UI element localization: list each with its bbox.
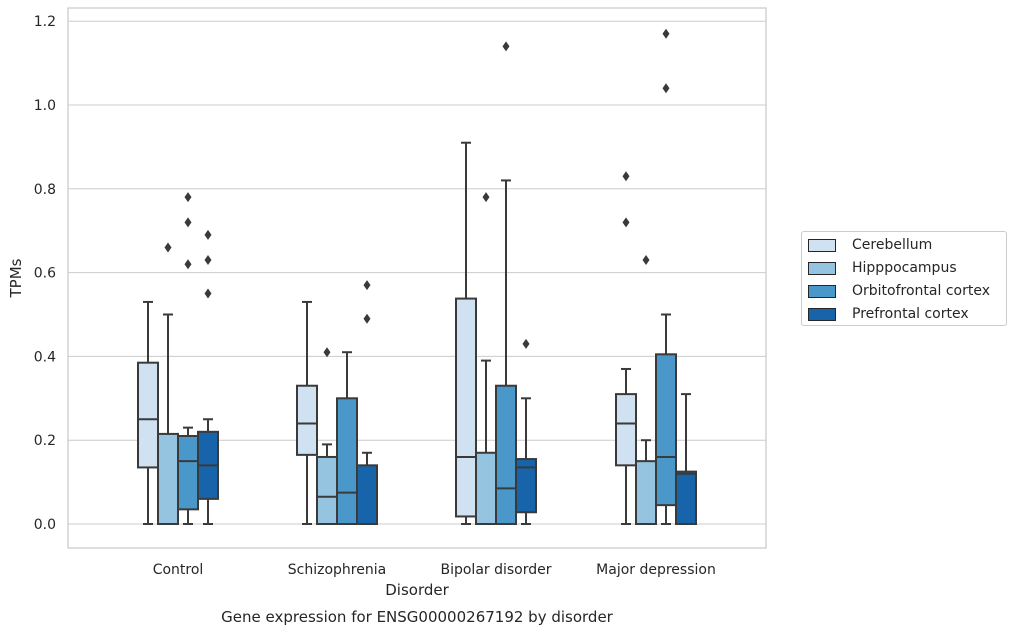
outlier-point [502,41,510,52]
box-body [635,460,657,525]
box-body [316,455,338,525]
legend-swatch-orbitofrontal-cortex [808,284,836,298]
box-cerebellum-control [137,300,159,525]
outlier-point [164,242,172,253]
outlier-point [323,347,331,358]
box-body [675,470,697,525]
y-tick-label: 1.0 [34,98,56,114]
box-body [157,432,179,526]
y-tick-label: 0.4 [34,349,56,365]
box-cerebellum-bipolar-disorder [455,141,477,525]
box-prefrontal-cortex-control [197,229,219,525]
outlier-point [204,288,212,299]
outlier-point [184,259,192,270]
box-body [336,397,358,525]
x-tick-labels: Control Schizophrenia Bipolar disorder Majo… [153,562,716,578]
box-body [515,458,537,514]
box-cerebellum-schizophrenia [296,300,318,525]
box-hipppocampus-schizophrenia [316,347,338,525]
box-body [615,393,637,467]
box-prefrontal-cortex-bipolar-disorder [515,338,537,525]
box-hipppocampus-control [157,242,179,526]
y-tick-label: 0.8 [34,182,56,198]
legend-label-hippocampus: Hipppocampus [852,260,957,276]
outlier-point [642,255,650,266]
legend-item-orbitofrontal-cortex: Orbitofrontal cortex [808,281,990,301]
outlier-point [662,83,670,94]
outlier-point [622,217,630,228]
legend-label-cerebellum: Cerebellum [852,237,933,253]
legend-swatch-cerebellum [808,238,836,252]
box-body [455,297,477,518]
box-body [475,451,497,525]
outlier-point [662,28,670,39]
y-axis-label: TPMs [7,258,25,298]
box-hipppocampus-bipolar-disorder [475,192,497,525]
box-body [296,384,318,456]
box-cerebellum-major-depression [615,171,637,525]
x-axis-label: Disorder [385,581,449,599]
y-tick-labels: 0.0 0.2 0.4 0.6 0.8 1.0 1.2 [34,14,56,533]
outlier-point [622,171,630,182]
plot-frame [67,7,767,549]
y-tick-label: 0.2 [34,433,56,449]
outlier-point [482,192,490,203]
outlier-point [363,313,371,324]
box-body [495,384,517,526]
box-orbitofrontal-cortex-schizophrenia [336,351,358,525]
box-body [177,435,199,511]
legend-label-prefrontal-cortex: Prefrontal cortex [852,306,969,322]
legend-item-cerebellum: Cerebellum [808,235,932,255]
box-orbitofrontal-cortex-bipolar-disorder [495,41,517,526]
box-body [356,464,378,525]
chart-title: Gene expression for ENSG00000267192 by d… [221,608,614,626]
boxes [137,28,697,526]
legend-item-prefrontal-cortex: Prefrontal cortex [808,304,969,324]
box-body [137,361,159,469]
x-tick-label: Control [153,562,204,578]
outlier-point [204,229,212,240]
box-body [655,353,677,507]
box-prefrontal-cortex-schizophrenia [356,280,378,525]
box-orbitofrontal-cortex-major-depression [655,28,677,525]
box-orbitofrontal-cortex-control [177,192,199,525]
y-tick-label: 0.0 [34,517,56,533]
y-tick-label: 0.6 [34,266,56,282]
outlier-point [184,217,192,228]
outlier-point [204,255,212,266]
legend-swatch-prefrontal-cortex [808,307,836,321]
x-tick-label: Schizophrenia [288,562,386,578]
outlier-point [522,338,530,349]
box-prefrontal-cortex-major-depression [675,393,697,525]
outlier-point [363,280,371,291]
x-tick-label: Major depression [596,562,716,578]
y-tick-label: 1.2 [34,14,56,30]
x-tick-label: Bipolar disorder [440,562,551,578]
legend-swatch-hippocampus [808,261,836,275]
box-hipppocampus-major-depression [635,255,657,525]
legend-label-orbitofrontal-cortex: Orbitofrontal cortex [852,283,990,299]
legend: Cerebellum Hipppocampus Orbitofrontal co… [801,231,1007,326]
outlier-point [184,192,192,203]
legend-item-hippocampus: Hipppocampus [808,258,957,278]
